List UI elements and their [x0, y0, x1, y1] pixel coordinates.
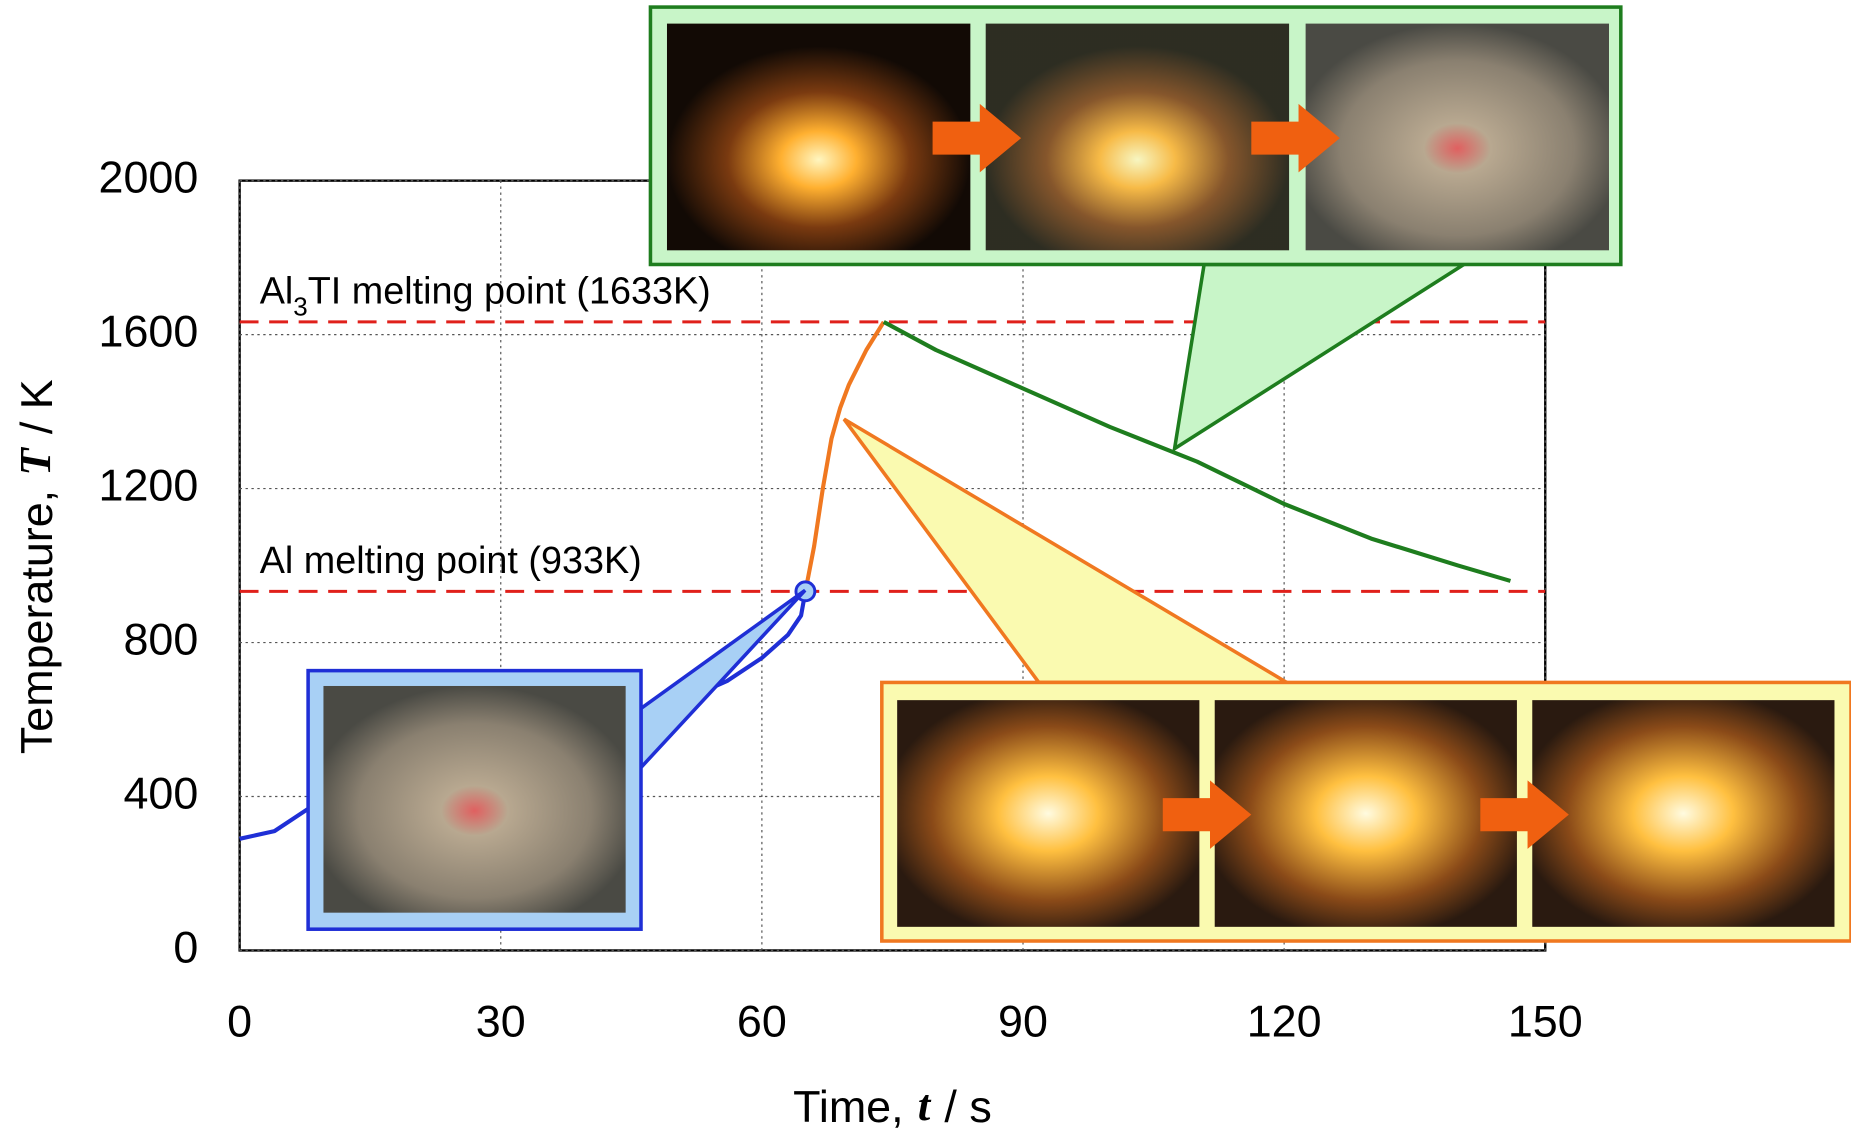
x-tick-label: 60: [737, 996, 787, 1047]
photo: [667, 24, 970, 251]
photo: [986, 24, 1289, 251]
photo: [323, 686, 625, 913]
label-part: Time,: [793, 1081, 903, 1132]
label-part: Al: [260, 271, 294, 313]
label-part: T: [10, 447, 60, 476]
photo: [1306, 24, 1609, 251]
x-tick-label: 0: [227, 996, 252, 1047]
x-tick-label: 90: [998, 996, 1048, 1047]
y-tick-label: 0: [173, 921, 198, 972]
y-tick-label: 1600: [99, 305, 199, 356]
y-axis-label: Temperature, T / K: [10, 379, 62, 754]
y-tick-label: 1200: [99, 459, 199, 510]
label-part: / s: [944, 1081, 991, 1132]
label-part: 3: [293, 291, 307, 321]
reference-label: Al melting point (933K): [260, 540, 642, 582]
chart: Al3TI melting point (1633K) Al melting po…: [0, 0, 1851, 1137]
y-tick-label: 2000: [99, 151, 199, 202]
y-tick-label: 400: [123, 767, 198, 818]
label-part: Temperature,: [11, 490, 62, 754]
photo: [1215, 700, 1517, 927]
label-part: TI melting point (1633K): [308, 271, 711, 313]
label-part: Al melting point (933K): [260, 540, 642, 582]
x-axis-label: Time, t / s: [793, 1080, 992, 1132]
photo: [1532, 700, 1834, 927]
y-tick-label: 800: [123, 613, 198, 664]
x-tick-label: 120: [1247, 996, 1322, 1047]
x-tick-label: 150: [1508, 996, 1583, 1047]
label-part: t: [918, 1080, 932, 1130]
x-tick-label: 30: [476, 996, 526, 1047]
label-part: / K: [11, 379, 62, 434]
photo: [897, 700, 1199, 927]
